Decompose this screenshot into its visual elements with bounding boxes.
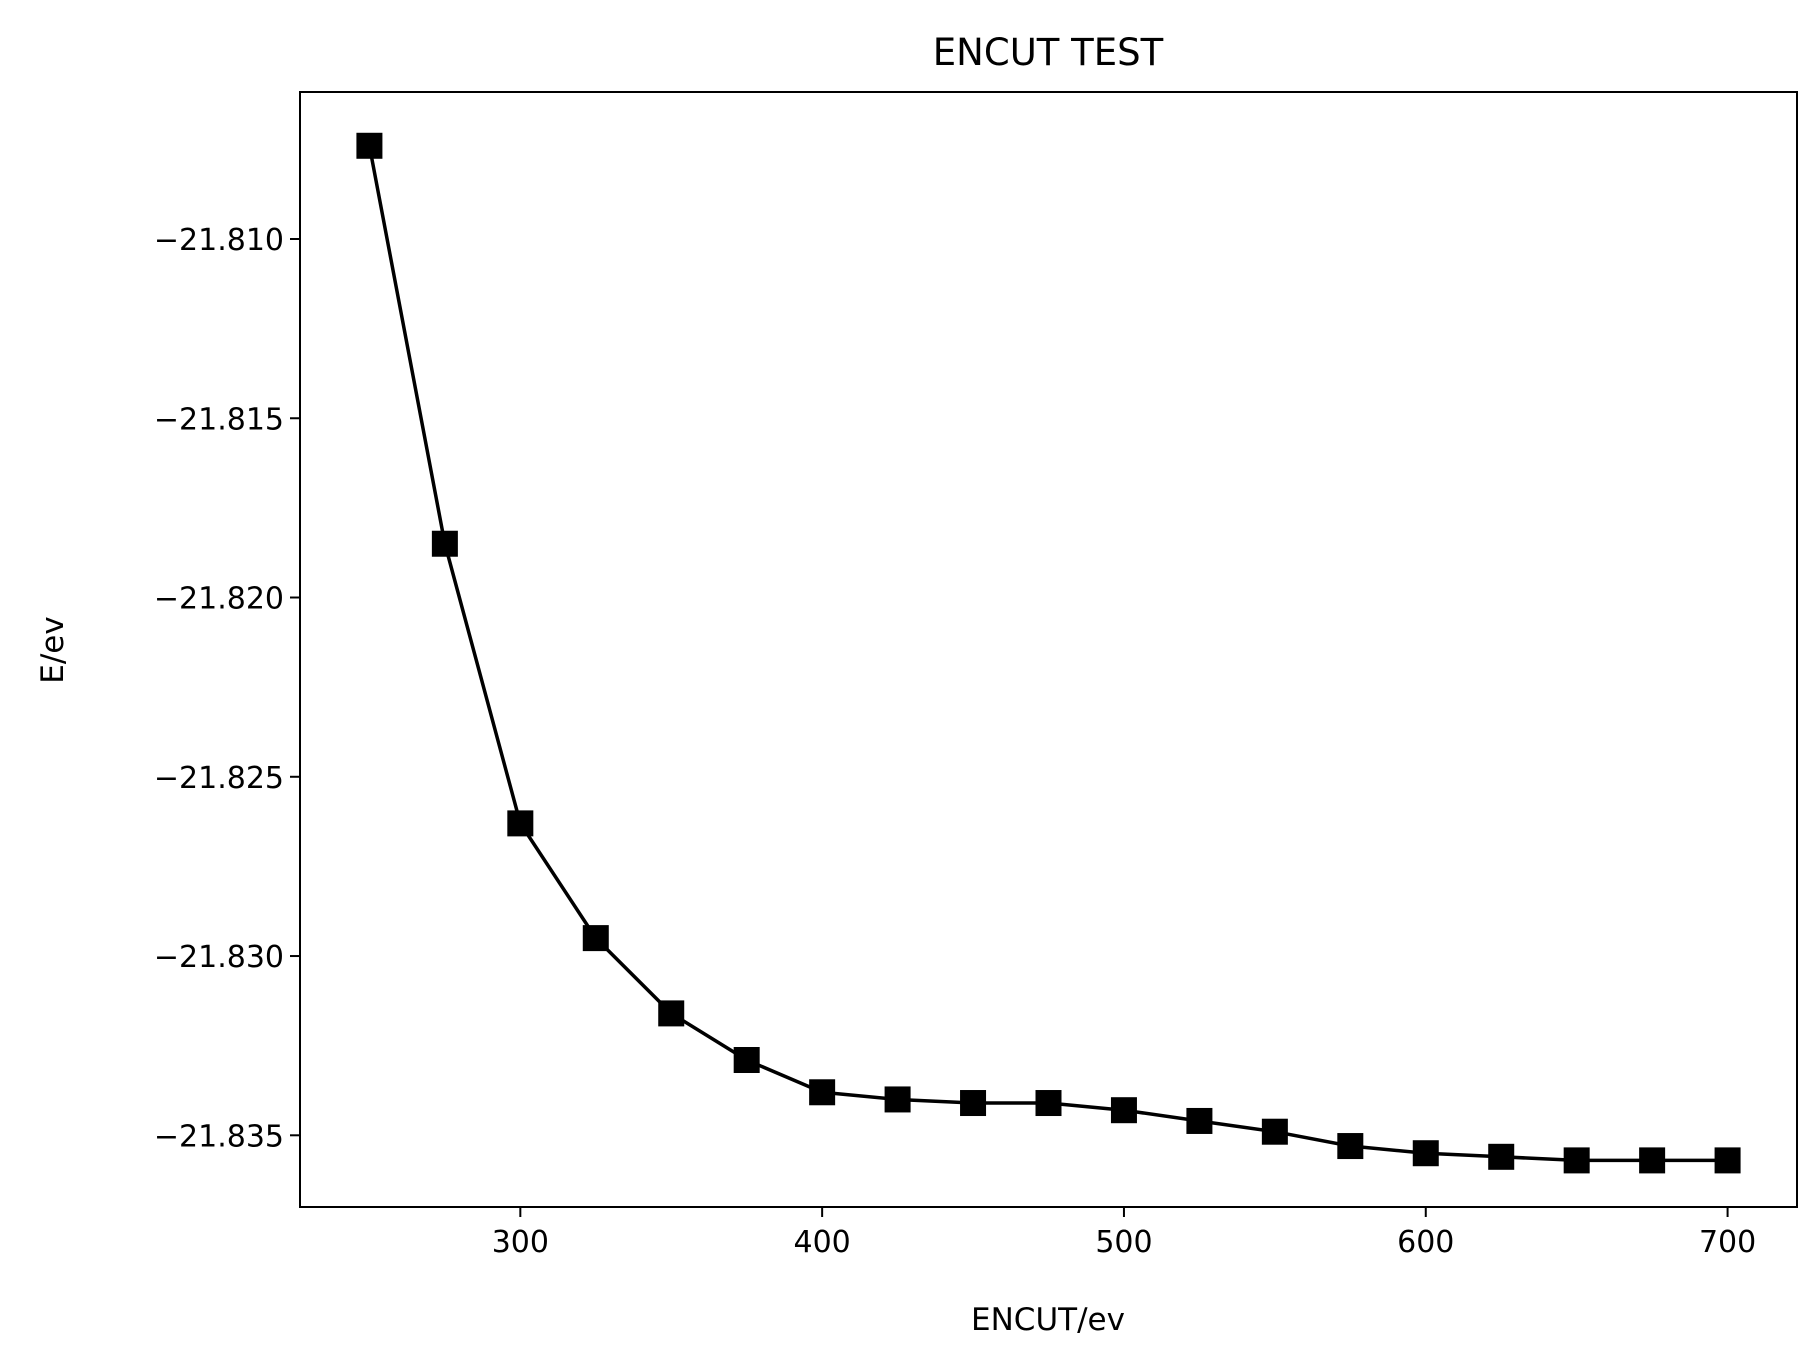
data-point-marker: [1337, 1133, 1364, 1160]
data-point-marker: [809, 1079, 836, 1106]
series-layer: [356, 132, 1741, 1174]
y-axis-ticks: −21.810 −21.815 −21.820 −21.825 −21.830 −21.8…: [154, 223, 300, 1154]
y-axis-label: E/ev: [35, 616, 71, 683]
data-point-marker: [1110, 1097, 1137, 1124]
data-point-marker: [582, 925, 609, 952]
data-point-marker: [884, 1086, 911, 1113]
x-tick-label: 400: [794, 1225, 851, 1260]
y-tick-label: −21.815: [154, 402, 284, 437]
data-point-marker: [356, 132, 383, 159]
x-axis-label: ENCUT/ev: [971, 1302, 1125, 1338]
data-point-marker: [507, 810, 534, 837]
x-tick-label: 600: [1397, 1225, 1454, 1260]
plot-area: [300, 92, 1797, 1207]
data-point-marker: [431, 530, 458, 557]
data-point-marker: [658, 1000, 685, 1027]
x-tick-label: 700: [1699, 1225, 1756, 1260]
data-point-marker: [1563, 1147, 1590, 1174]
x-tick-label: 500: [1095, 1225, 1152, 1260]
y-tick-label: −21.835: [154, 1119, 284, 1154]
y-tick-label: −21.810: [154, 223, 284, 258]
data-point-marker: [1714, 1147, 1741, 1174]
data-point-marker: [1186, 1107, 1213, 1134]
data-point-marker: [960, 1090, 987, 1117]
y-tick-label: −21.820: [154, 582, 284, 617]
x-axis-ticks: 300 400 500 600 700: [492, 1207, 1756, 1260]
y-tick-label: −21.830: [154, 940, 284, 975]
x-tick-label: 300: [492, 1225, 549, 1260]
chart-title: ENCUT TEST: [933, 31, 1164, 74]
data-point-marker: [1035, 1090, 1062, 1117]
plot-frame: [299, 91, 1798, 1208]
data-point-marker: [733, 1047, 760, 1074]
data-point-marker: [1412, 1140, 1439, 1167]
data-point-marker: [1261, 1118, 1288, 1145]
y-tick-label: −21.825: [154, 761, 284, 796]
data-point-marker: [1488, 1143, 1515, 1170]
data-point-marker: [1639, 1147, 1666, 1174]
